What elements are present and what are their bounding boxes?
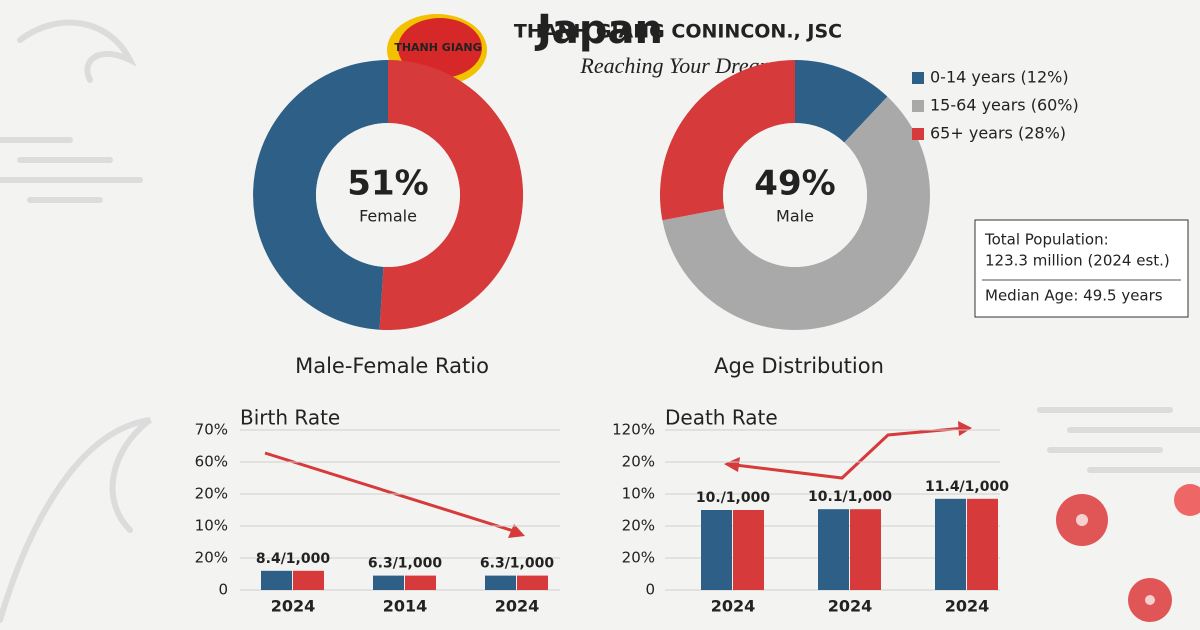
x-tick-label: 2024: [271, 597, 316, 616]
chart-title: Death Rate: [665, 406, 778, 430]
legend-swatch: [912, 100, 924, 112]
logo-core: [398, 18, 482, 78]
donut-segment: [662, 96, 930, 331]
page-title: Japan: [534, 7, 663, 53]
flower-center: [1145, 595, 1155, 605]
donut-segment: [253, 60, 388, 330]
y-tick-label: 20%: [622, 453, 655, 471]
info-box: [974, 219, 1189, 318]
value-label: 6.3/1,000: [480, 556, 554, 572]
y-tick-label: 60%: [195, 453, 228, 471]
bar: [733, 510, 764, 590]
decor-waves: [0, 19, 1200, 623]
trend-arrow: [734, 426, 966, 480]
bar: [967, 498, 998, 590]
y-tick-label: 20%: [195, 549, 228, 567]
donut-segment: [659, 60, 795, 221]
x-tick-label: 2024: [495, 597, 540, 616]
x-tick-label: 2024: [711, 597, 756, 616]
y-tick-label: 70%: [195, 421, 228, 439]
arrow-head: [958, 421, 972, 436]
legend-label: 15-64 years (60%): [930, 96, 1079, 115]
y-tick-label: 10%: [622, 485, 655, 503]
x-tick-label: 2024: [945, 597, 990, 616]
bar: [517, 575, 548, 590]
donut-segment: [379, 59, 524, 330]
chart-title: Age Distribution: [714, 354, 884, 378]
info-text: Total Population:: [984, 231, 1109, 249]
y-tick-label: 0: [218, 581, 228, 599]
value-label: 10.1/1,000: [808, 489, 892, 505]
bar: [818, 509, 849, 590]
y-tick-label: 20%: [622, 517, 655, 535]
bar: [935, 498, 966, 590]
center-value: 51%: [347, 164, 428, 204]
center-label: Female: [359, 207, 417, 226]
y-tick-label: 0: [645, 581, 655, 599]
value-label: 8.4/1,000: [256, 551, 330, 567]
info-text: 123.3 million (2024 est.): [985, 252, 1170, 270]
wave-top: [17, 19, 137, 83]
center-label: Male: [776, 207, 814, 226]
flower: [1174, 484, 1200, 516]
center-value: 49%: [754, 164, 835, 204]
bar: [261, 570, 292, 590]
trend-arrow: [264, 451, 521, 535]
y-tick-label: 20%: [195, 485, 228, 503]
value-label: 11.4/1,000: [925, 479, 1009, 495]
legend-label: 0-14 years (12%): [930, 68, 1069, 87]
y-tick-label: 120%: [612, 421, 655, 439]
cloud-left: [0, 137, 143, 203]
info-text: Median Age: 49.5 years: [985, 287, 1163, 305]
bar: [373, 575, 404, 590]
company-name: THANH GIANG CONINCON., JSC: [514, 21, 842, 43]
value-label: 6.3/1,000: [368, 556, 442, 572]
bar: [293, 570, 324, 590]
legend-label: 65+ years (28%): [930, 124, 1066, 143]
x-tick-label: 2014: [383, 597, 428, 616]
legend-swatch: [912, 72, 924, 84]
value-label: 10./1,000: [696, 490, 770, 506]
donut-hole: [723, 123, 867, 267]
arrow-head: [508, 524, 525, 538]
y-tick-label: 10%: [195, 517, 228, 535]
x-tick-label: 2024: [828, 597, 873, 616]
y-tick-label: 20%: [622, 549, 655, 567]
bar: [701, 510, 732, 590]
donut-hole: [316, 123, 460, 267]
arrow-head: [724, 457, 740, 472]
flower-center: [1076, 514, 1088, 526]
logo-text: THANH GIANG: [394, 41, 481, 54]
legend-swatch: [912, 128, 924, 140]
chart-title: Male-Female Ratio: [295, 354, 489, 378]
donut-segment: [795, 60, 888, 143]
cloud-right: [1037, 407, 1200, 473]
bar: [485, 575, 516, 590]
chart-title: Birth Rate: [240, 406, 340, 430]
sakura: [1056, 484, 1200, 622]
bar: [850, 509, 881, 590]
wave-left: [0, 417, 152, 623]
bar: [405, 575, 436, 590]
